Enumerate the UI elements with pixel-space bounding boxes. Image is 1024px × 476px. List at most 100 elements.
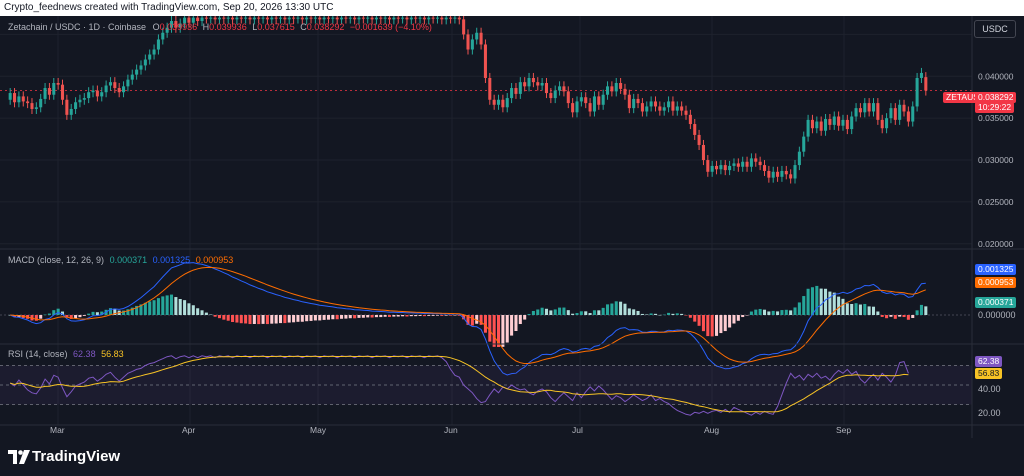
candle-body — [898, 104, 902, 120]
macd-histogram-bar — [326, 315, 330, 320]
macd-histogram-bar — [741, 315, 745, 318]
macd-histogram-bar — [571, 313, 575, 315]
macd-badge-orange: 0.000953 — [975, 277, 1017, 288]
caption-text: Crypto_feednews created with TradingView… — [4, 2, 334, 13]
month-tick-label: May — [310, 425, 327, 435]
macd-histogram-bar — [257, 315, 261, 325]
candle-body — [470, 39, 474, 50]
macd-histogram-bar — [667, 312, 671, 315]
candle-body — [152, 49, 156, 55]
candle-body — [466, 34, 470, 50]
macd-histogram-bar — [819, 288, 823, 315]
candle-body — [850, 116, 854, 130]
candle-body — [571, 103, 575, 113]
macd-histogram-bar — [850, 303, 854, 315]
candle-body — [488, 77, 492, 100]
candle-body — [640, 103, 644, 112]
macd-histogram-bar — [235, 315, 239, 323]
macd-histogram-bar — [209, 314, 213, 316]
macd-histogram-bar — [723, 315, 727, 332]
candle-body — [43, 88, 47, 99]
candle-body — [614, 83, 618, 92]
candle-body — [636, 98, 640, 104]
macd-histogram-bar — [553, 309, 557, 315]
candle-body — [161, 32, 165, 40]
candle-body — [47, 88, 51, 95]
candle-body — [257, 17, 261, 19]
rsi-ma-badge: 56.83 — [975, 368, 1003, 379]
macd-histogram-bar — [252, 315, 256, 324]
macd-histogram-bar — [671, 313, 675, 315]
macd-histogram-bar — [606, 304, 610, 315]
macd-histogram-bar — [544, 308, 549, 315]
candle-body — [383, 17, 387, 19]
currency-button[interactable]: USDC — [974, 20, 1016, 38]
macd-histogram-bar — [39, 315, 43, 319]
candle-body — [348, 17, 352, 19]
candle-body — [183, 17, 187, 24]
macd-histogram-bar — [527, 314, 531, 315]
month-tick-label: Jul — [572, 425, 583, 435]
candle-body — [143, 59, 147, 66]
candle-body — [653, 101, 658, 107]
macd-histogram-bar — [483, 315, 487, 333]
macd-histogram-bar — [431, 315, 435, 316]
candle-body — [837, 116, 841, 126]
macd-histogram-bar — [348, 315, 352, 319]
caption-bar: Crypto_feednews created with TradingView… — [0, 0, 1024, 16]
macd-histogram-bar — [183, 300, 187, 315]
macd-histogram-bar — [161, 296, 165, 315]
candle-body — [222, 17, 226, 19]
macd-histogram-bar — [305, 315, 309, 322]
candle-body — [518, 82, 522, 94]
candle-body — [274, 17, 278, 19]
candle-body — [305, 17, 309, 20]
macd-histogram-bar — [693, 315, 697, 322]
macd-histogram-bar — [531, 310, 535, 315]
macd-histogram-bar — [392, 315, 396, 317]
macd-histogram-bar — [824, 288, 828, 315]
candle-body — [248, 17, 252, 20]
macd-histogram-bar — [584, 311, 588, 315]
candle-body — [283, 17, 287, 20]
open-value: 0.039936 — [159, 22, 198, 32]
macd-histogram-bar — [47, 313, 51, 315]
macd-histogram-bar — [588, 313, 592, 315]
macd-histogram-bar — [135, 305, 139, 315]
candle-body — [645, 106, 649, 112]
candle-body — [178, 23, 182, 28]
macd-histogram-bar — [575, 313, 579, 315]
macd-histogram-bar — [911, 315, 915, 318]
macd-histogram-bar — [837, 296, 841, 315]
macd-histogram-bar — [784, 309, 788, 315]
candle-body — [606, 86, 610, 95]
ticker-badge: ZETAUSDC — [943, 92, 995, 103]
candle-body — [767, 170, 771, 178]
candle-body — [56, 83, 60, 85]
candle-body — [326, 17, 330, 19]
macd-histogram-bar — [435, 315, 440, 316]
candle-body — [680, 106, 684, 111]
macd-histogram-bar — [767, 311, 771, 315]
candle-body — [658, 106, 662, 111]
candle-body — [69, 108, 73, 115]
macd-histogram-bar — [178, 299, 182, 315]
macd-histogram-bar — [396, 315, 400, 317]
candle-body — [793, 165, 797, 179]
macd-histogram-bar — [296, 315, 300, 322]
macd-histogram-bar — [758, 308, 762, 315]
macd-histogram-bar — [632, 309, 636, 315]
candle-body — [361, 17, 365, 19]
macd-histogram-bar — [82, 315, 86, 316]
macd-histogram-bar — [108, 308, 112, 315]
candle-body — [880, 119, 884, 129]
candle-body — [828, 119, 832, 125]
candle-body — [296, 17, 300, 19]
macd-histogram-bar — [13, 315, 17, 318]
candle-body — [863, 103, 867, 113]
low-label: L — [252, 22, 258, 32]
candle-body — [122, 86, 126, 93]
rsi-badge: 62.38 — [975, 356, 1003, 367]
macd-histogram-bar — [418, 315, 422, 316]
